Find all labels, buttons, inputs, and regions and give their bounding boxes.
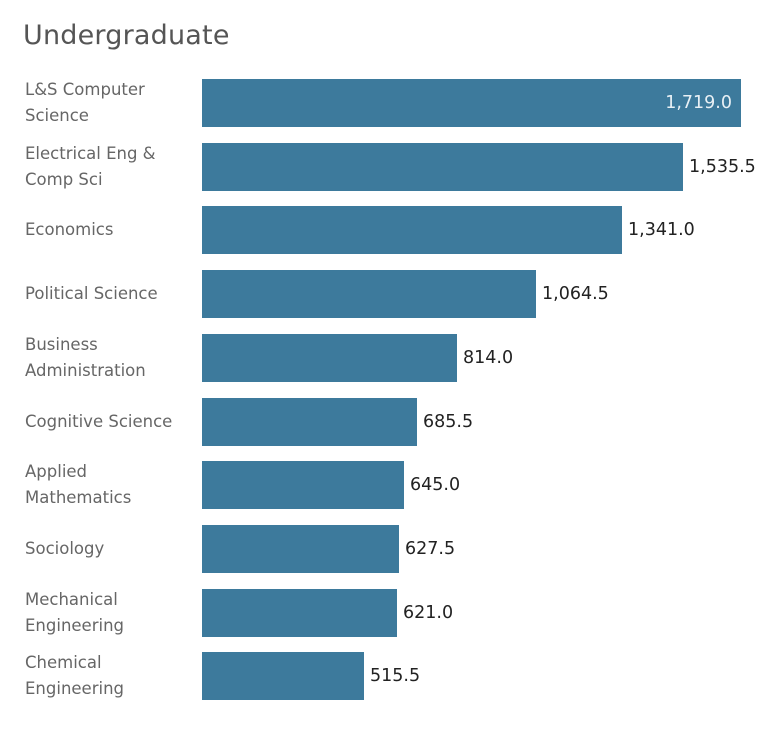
value-label: 685.5 — [423, 411, 474, 432]
value-label: 627.5 — [405, 538, 456, 559]
bar-row: Electrical Eng & Comp Sci 1,535.5 — [0, 142, 768, 191]
category-label-line: Science — [25, 106, 89, 125]
value-label: 1,719.0 — [665, 93, 732, 113]
chart-title: Undergraduate — [23, 20, 230, 51]
category-label-line: Electrical Eng & — [25, 143, 156, 163]
bar-row: L&S Computer Science 1,719.0 — [0, 79, 768, 127]
bar-row: Sociology 627.5 — [0, 524, 768, 573]
category-label: L&S Computer Science — [25, 79, 195, 127]
category-label-line: Engineering — [25, 679, 124, 699]
category-label: Chemical Engineering — [25, 652, 195, 700]
category-label: Business Administration — [25, 334, 195, 382]
value-label: 1,064.5 — [542, 284, 609, 305]
bar[interactable] — [202, 397, 417, 446]
category-label-line: Administration — [25, 360, 146, 380]
category-label-line: Political Science — [25, 284, 158, 304]
category-label: Applied Mathematics — [25, 461, 195, 509]
category-label-line: Chemical — [25, 653, 102, 673]
category-label-line: Cognitive Science — [25, 411, 173, 431]
category-label-line: Engineering — [25, 615, 124, 635]
value-label: 645.0 — [410, 475, 461, 496]
bar[interactable] — [202, 652, 364, 701]
category-label: Mechanical Engineering — [25, 589, 195, 637]
bar-row: Mechanical Engineering 621.0 — [0, 588, 768, 637]
category-label: Cognitive Science — [25, 398, 195, 446]
bar-row: Chemical Engineering 515.5 — [0, 652, 768, 701]
bar-row: Economics 1,341.0 — [0, 206, 768, 255]
bar[interactable] — [202, 461, 404, 510]
bar-row: Business Administration 814.0 — [0, 333, 768, 382]
bar[interactable] — [202, 270, 536, 319]
category-label-line: Mathematics — [25, 488, 132, 508]
bar[interactable] — [202, 524, 399, 573]
category-label-line: Comp Sci — [25, 169, 103, 189]
value-label: 1,535.5 — [689, 156, 756, 177]
bar-row: Applied Mathematics 645.0 — [0, 461, 768, 510]
bar[interactable] — [202, 206, 622, 255]
bar[interactable] — [202, 588, 397, 637]
bar[interactable] — [202, 142, 683, 191]
value-label: 1,341.0 — [628, 220, 695, 241]
category-label-line: Business — [25, 334, 98, 354]
category-label: Political Science — [25, 270, 195, 318]
category-label-line: Mechanical — [25, 589, 118, 609]
category-label-line: Economics — [25, 220, 114, 240]
value-label: 621.0 — [403, 602, 454, 623]
category-label-line: Applied — [25, 462, 88, 482]
category-label: Electrical Eng & Comp Sci — [25, 143, 195, 191]
bar-row: Political Science 1,064.5 — [0, 270, 768, 319]
category-label-line: Sociology — [25, 538, 105, 558]
category-label-line: L&S Computer — [25, 80, 145, 99]
bar[interactable] — [202, 333, 457, 382]
category-label: Economics — [25, 206, 195, 254]
bar[interactable] — [202, 79, 741, 127]
category-label: Sociology — [25, 525, 195, 573]
bar-row: Cognitive Science 685.5 — [0, 397, 768, 446]
value-label: 814.0 — [463, 347, 514, 368]
value-label: 515.5 — [370, 666, 421, 687]
